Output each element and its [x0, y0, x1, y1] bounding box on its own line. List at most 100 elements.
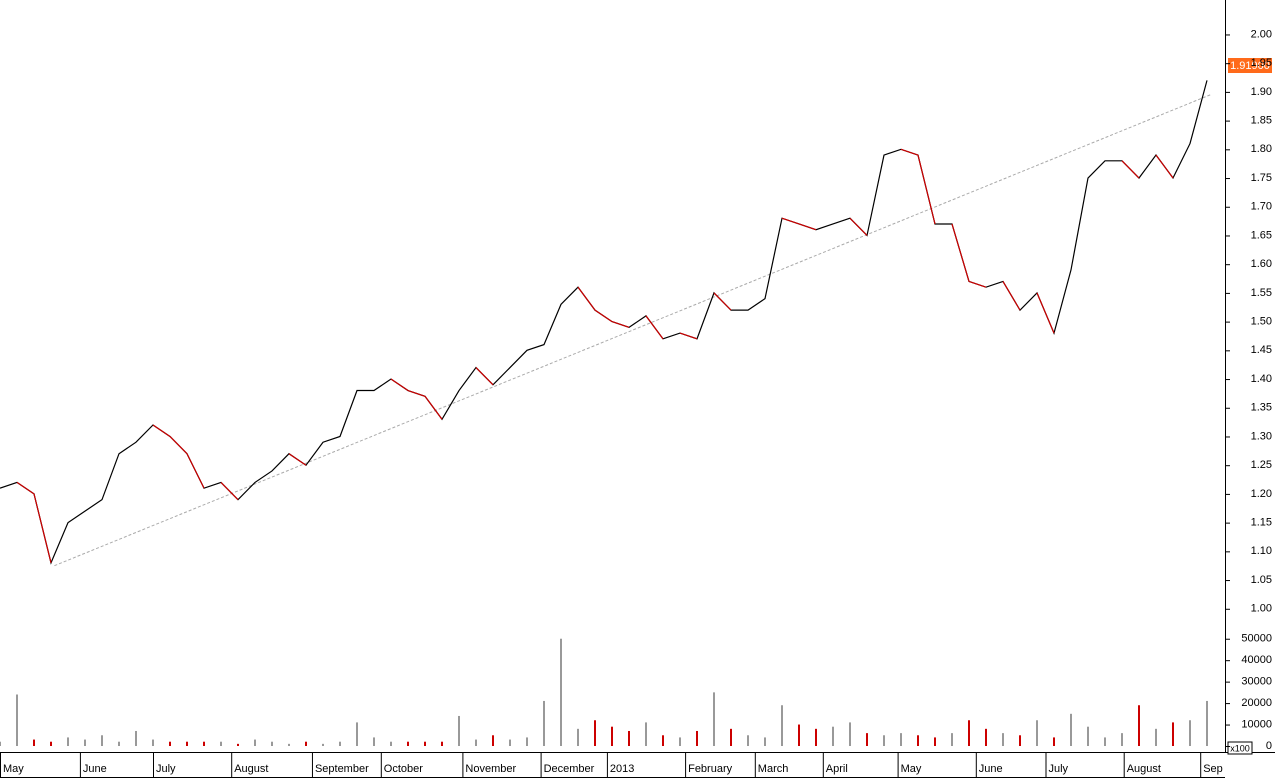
volume-bar: [747, 735, 749, 746]
volume-bar: [186, 741, 188, 746]
volume-bar: [1121, 733, 1123, 746]
down-segment: [1155, 154, 1174, 179]
volume-bar: [526, 737, 528, 746]
volume-bar: [475, 739, 477, 746]
down-segment: [611, 321, 630, 328]
volume-bar: [679, 737, 681, 746]
volume-bar: [305, 741, 307, 746]
volume-bar: [509, 739, 511, 746]
volume-bar: [1036, 720, 1038, 746]
y-tick-label: 1.25: [1251, 459, 1272, 471]
x-tick-label: August: [234, 763, 268, 775]
volume-bar: [764, 737, 766, 746]
volume-bar: [0, 741, 1, 746]
volume-bar: [1019, 735, 1021, 746]
volume-bar: [101, 735, 103, 746]
down-segment: [900, 148, 919, 156]
volume-bar: [611, 726, 613, 746]
y-tick-label: 30000: [1241, 676, 1272, 688]
down-segment: [1036, 292, 1055, 334]
down-segment: [679, 332, 698, 340]
volume-bar: [169, 741, 171, 746]
volume-bar: [985, 728, 987, 746]
x-tick-label: October: [384, 763, 423, 775]
x-tick-label: June: [83, 763, 107, 775]
down-segment: [713, 292, 732, 311]
last-price-box: [1228, 58, 1272, 73]
x-tick-label: November: [465, 763, 516, 775]
volume-bar: [1053, 737, 1055, 746]
y-tick-label: 1.85: [1251, 115, 1272, 127]
y-tick-label: 1.55: [1251, 287, 1272, 299]
volume-bar: [645, 722, 647, 746]
volume-bar: [254, 739, 256, 746]
down-segment: [1002, 281, 1021, 311]
down-segment: [849, 217, 868, 236]
volume-bar: [237, 743, 239, 746]
volume-bar: [203, 741, 205, 746]
volume-bar: [1206, 700, 1208, 746]
volume-bar: [917, 735, 919, 746]
down-segment: [917, 154, 936, 225]
down-segment: [186, 453, 205, 489]
y-tick-label: 1.20: [1251, 488, 1272, 500]
volume-bar: [339, 741, 341, 746]
down-segment: [951, 223, 970, 282]
y-tick-label: 2.00: [1251, 28, 1272, 40]
volume-bar: [1172, 722, 1174, 746]
y-tick-label: 1.60: [1251, 258, 1272, 270]
volume-bar: [662, 735, 664, 746]
volume-bar: [934, 737, 936, 746]
y-tick-label: 20000: [1241, 697, 1272, 709]
volume-bar: [67, 737, 69, 746]
down-segment: [594, 309, 613, 323]
y-tick-label: 1.50: [1251, 316, 1272, 328]
volume-unit-label: x100: [1230, 743, 1250, 753]
y-tick-label: 1.10: [1251, 545, 1272, 557]
x-tick-label: July: [1049, 763, 1069, 775]
y-tick-label: 40000: [1241, 654, 1272, 666]
volume-bar: [1155, 728, 1157, 746]
x-tick-label: July: [156, 763, 176, 775]
volume-bar: [1189, 720, 1191, 746]
y-tick-label: 1.70: [1251, 201, 1272, 213]
volume-bar: [1104, 737, 1106, 746]
y-tick-label: 1.15: [1251, 517, 1272, 529]
volume-bar: [424, 741, 426, 746]
volume-bar: [271, 741, 273, 746]
volume-bar: [356, 722, 358, 746]
y-tick-label: 1.40: [1251, 373, 1272, 385]
y-tick-label: 1.75: [1251, 172, 1272, 184]
volume-bar: [1087, 726, 1089, 746]
volume-bar: [390, 741, 392, 746]
volume-bar: [441, 741, 443, 746]
volume-bar: [16, 694, 18, 746]
volume-bar: [322, 743, 324, 746]
volume-bar: [288, 743, 290, 746]
volume-bar: [33, 739, 35, 746]
down-segment: [220, 482, 239, 501]
volume-bar: [560, 638, 562, 746]
x-tick-label: Sep: [1203, 763, 1223, 775]
down-segment: [798, 223, 817, 231]
trendline: [54, 94, 1211, 567]
x-tick-label: June: [979, 763, 1003, 775]
volume-bar: [781, 705, 783, 746]
volume-bar: [968, 720, 970, 746]
volume-bar: [543, 700, 545, 746]
volume-bar: [730, 728, 732, 746]
down-segment: [390, 378, 409, 392]
x-tick-label: March: [758, 763, 789, 775]
y-tick-label: 1.95: [1251, 57, 1272, 69]
volume-bar: [594, 720, 596, 746]
x-tick-label: August: [1127, 763, 1161, 775]
volume-bar: [492, 735, 494, 746]
down-segment: [577, 286, 596, 311]
volume-bar: [866, 733, 868, 746]
down-segment: [424, 395, 443, 420]
down-segment: [645, 315, 664, 340]
volume-bar: [696, 730, 698, 746]
volume-bar: [407, 741, 409, 746]
